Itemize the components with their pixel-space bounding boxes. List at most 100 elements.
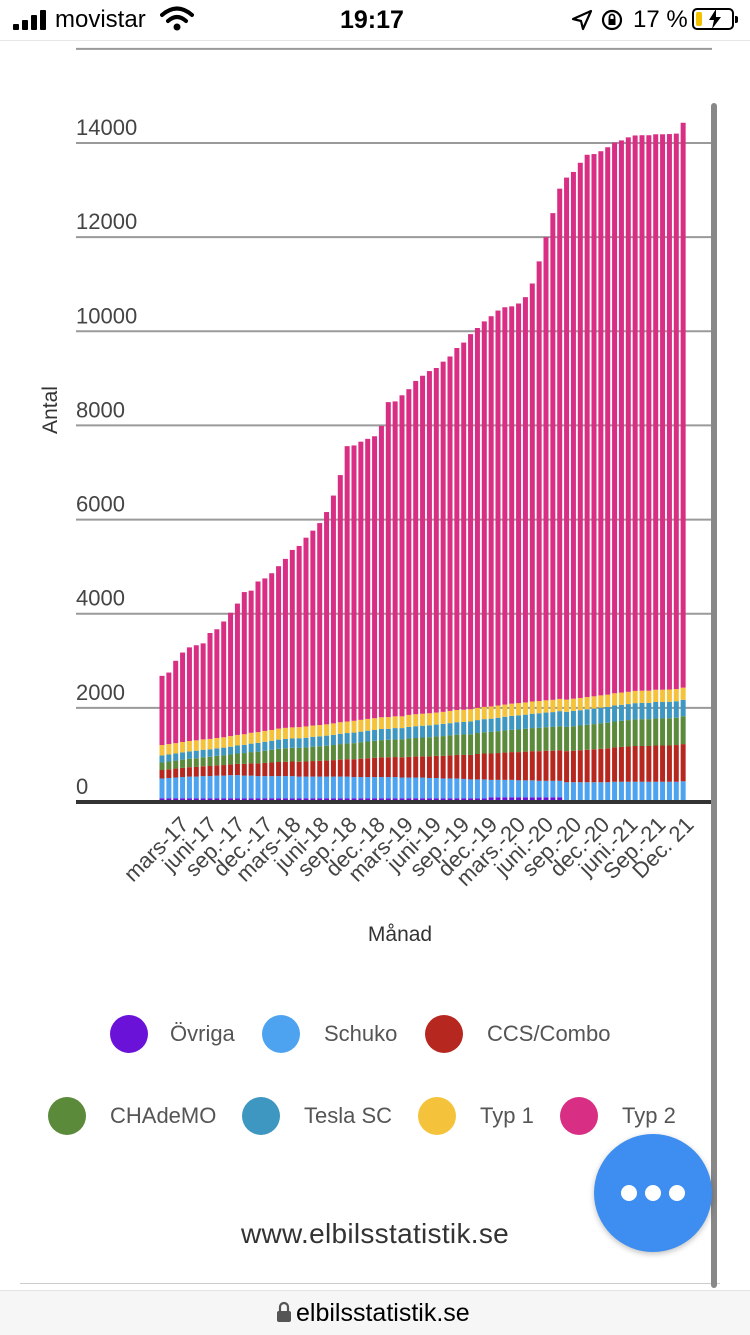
bar-segment: [344, 743, 350, 760]
bar-segment: [660, 718, 666, 746]
bar-segment: [474, 720, 480, 734]
bar-segment: [262, 750, 268, 763]
legend-item-schuko[interactable]: Schuko: [262, 1014, 397, 1054]
bar-segment: [420, 725, 426, 738]
bar-segment: [207, 765, 213, 777]
bar-segment: [488, 718, 494, 732]
bar-segment: [344, 446, 350, 722]
bar-segment: [173, 743, 179, 754]
bar-segment: [570, 750, 576, 783]
bar-segment: [193, 750, 199, 759]
bar-segment: [440, 711, 446, 724]
bar-segment: [516, 715, 522, 730]
bar-segment: [625, 746, 631, 782]
bar-segment: [570, 698, 576, 711]
bar-segment: [221, 765, 227, 776]
bar-segment: [468, 779, 474, 799]
bar-segment: [193, 645, 199, 741]
bar-segment: [186, 647, 192, 742]
bar-segment: [337, 722, 343, 734]
bar-segment: [666, 745, 672, 782]
bar-segment: [241, 753, 247, 764]
bar-segment: [330, 734, 336, 746]
clock: 19:17: [340, 6, 404, 34]
bar-segment: [310, 530, 316, 726]
bar-segment: [612, 142, 618, 694]
more-options-button[interactable]: [594, 1134, 712, 1252]
legend-item-ovriga[interactable]: Övriga: [110, 1014, 235, 1054]
legend-item-tesla-sc[interactable]: Tesla SC: [242, 1096, 392, 1136]
y-tick-label: 12000: [76, 209, 137, 234]
bar-segment: [454, 778, 460, 799]
bar-segment: [420, 756, 426, 778]
bar-segment: [200, 757, 206, 767]
bar-segment: [488, 706, 494, 719]
bar-segment: [365, 741, 371, 759]
bar-segment: [221, 747, 227, 756]
site-link[interactable]: www.elbilsstatistik.se: [240, 1218, 509, 1249]
bar-segment: [317, 760, 323, 777]
bar-segment: [420, 777, 426, 799]
bar-segment: [337, 759, 343, 777]
bar-segment: [248, 743, 254, 753]
bar-segment: [522, 702, 528, 715]
bar-segment: [344, 733, 350, 744]
bar-segment: [159, 769, 165, 779]
bar-segment: [481, 779, 487, 799]
bar-segment: [454, 754, 460, 779]
bar-segment: [324, 745, 330, 761]
legend-label: Typ 2: [622, 1103, 676, 1128]
bar-segment: [385, 757, 391, 778]
bar-segment: [351, 759, 357, 778]
legend-item-chademo[interactable]: CHAdeMO: [48, 1096, 216, 1136]
bar-segment: [440, 361, 446, 712]
bar-segment: [372, 740, 378, 758]
bar-segment: [543, 237, 549, 701]
bar-segment: [221, 755, 227, 766]
bar-segment: [680, 781, 686, 801]
bar-segment: [522, 297, 528, 703]
bar-segment: [660, 134, 666, 690]
bar-segment: [173, 768, 179, 778]
bar-segment: [557, 780, 563, 798]
bar-segment: [488, 731, 494, 754]
bar-segment: [385, 777, 391, 799]
bar-segment: [632, 745, 638, 782]
bar-segment: [564, 751, 570, 783]
browser-url-bar[interactable]: elbilsstatistik.se: [0, 1290, 750, 1335]
bar-segment: [262, 730, 268, 742]
bar-segment: [612, 721, 618, 748]
bar-segment: [392, 739, 398, 758]
bar-segment: [474, 733, 480, 754]
bar-segment: [502, 797, 508, 802]
status-bar: movistar 19:17 17 %: [0, 0, 750, 41]
bar-segment: [660, 689, 666, 702]
bar-segment: [269, 573, 275, 730]
scrollbar[interactable]: [711, 103, 717, 1288]
bar-segment: [276, 728, 282, 740]
y-tick-label: 4000: [76, 586, 125, 611]
legend-item-typ-1[interactable]: Typ 1: [418, 1096, 534, 1136]
y-tick-label: 6000: [76, 492, 125, 517]
bar-segment: [180, 777, 186, 799]
legend-item-typ-2[interactable]: Typ 2: [560, 1096, 676, 1136]
bar-segment: [522, 780, 528, 798]
bar-segment: [461, 778, 467, 799]
bar-segment: [358, 719, 364, 732]
legend-item-ccs-combo[interactable]: CCS/Combo: [425, 1014, 610, 1054]
bar-segment: [344, 759, 350, 777]
bar-segment: [577, 697, 583, 711]
bar-segment: [337, 475, 343, 723]
bar-segment: [536, 701, 542, 714]
bar-segment: [289, 727, 295, 739]
bar-segment: [584, 709, 590, 725]
y-axis-label: Antal: [39, 386, 62, 434]
bar-segment: [598, 782, 604, 801]
bar-segment: [186, 751, 192, 759]
bar-segment: [193, 776, 199, 799]
bar-segment: [269, 776, 275, 799]
bar-segment: [536, 797, 542, 802]
bar-segment: [269, 762, 275, 777]
bar-segment: [666, 701, 672, 719]
bar-segment: [680, 699, 686, 717]
